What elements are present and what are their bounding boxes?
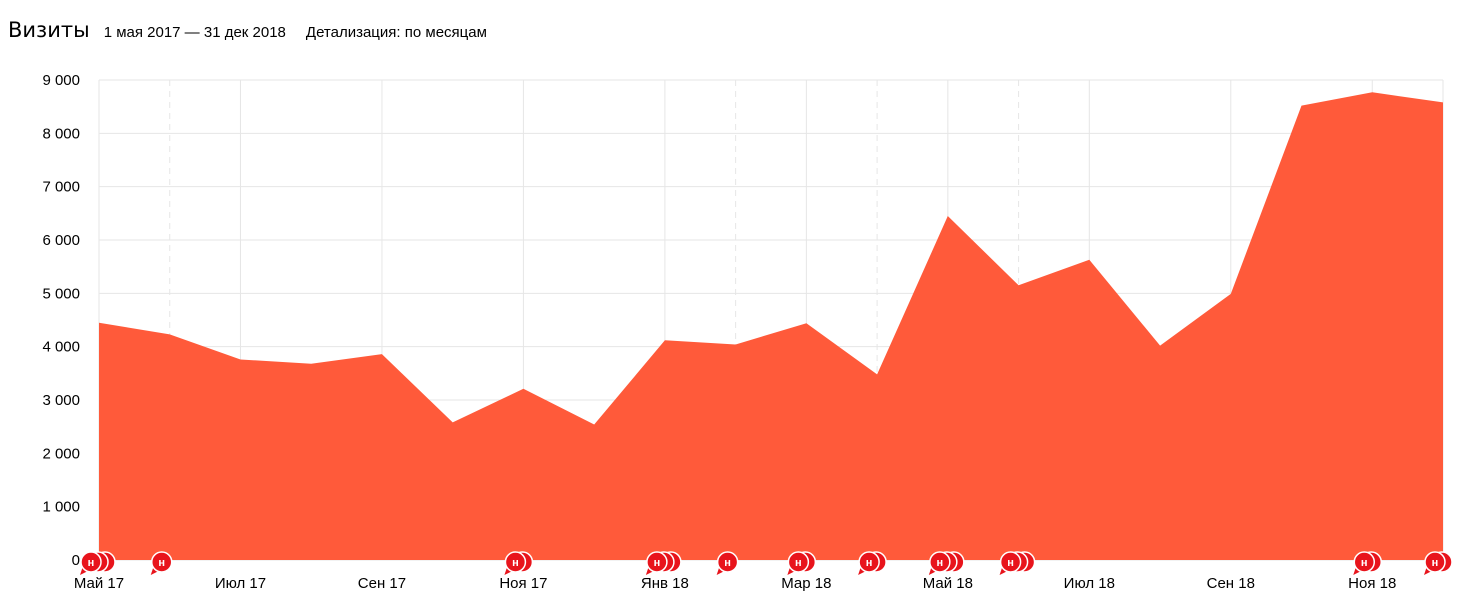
y-tick-label: 5 000 (42, 285, 80, 302)
y-tick-label: 9 000 (42, 72, 80, 89)
data-point[interactable] (660, 335, 670, 345)
annotation-marker-label: н (512, 557, 519, 569)
x-tick-label: Июл 17 (215, 575, 266, 592)
data-point[interactable] (943, 211, 953, 221)
y-tick-label: 3 000 (42, 392, 80, 409)
annotation-marker-label: н (158, 557, 165, 569)
data-point[interactable] (589, 420, 599, 430)
x-tick-label: Сен 17 (358, 575, 406, 592)
annotation-marker-label: н (866, 557, 873, 569)
visits-area (99, 92, 1443, 561)
detail-label: Детализация: (305, 24, 401, 41)
annotation-marker-label: н (795, 557, 802, 569)
y-tick-label: 1 000 (42, 499, 80, 516)
annotation-marker-label: н (654, 557, 661, 569)
data-point[interactable] (872, 369, 882, 379)
data-point[interactable] (1014, 280, 1024, 290)
x-tick-label: Ноя 17 (499, 575, 547, 592)
x-tick-label: Май 18 (923, 575, 973, 592)
annotation-marker[interactable]: н (645, 551, 682, 575)
annotation-marker[interactable]: н (787, 551, 817, 575)
x-tick-label: Ноя 18 (1348, 575, 1396, 592)
annotation-marker[interactable]: н (150, 551, 173, 575)
annotation-marker[interactable]: н (1424, 551, 1453, 575)
annotation-marker[interactable]: н (1353, 551, 1383, 575)
annotation-marker-label: н (1007, 557, 1014, 569)
annotation-marker-label: н (937, 557, 944, 569)
annotation-marker[interactable]: н (928, 551, 965, 575)
data-point[interactable] (1155, 341, 1165, 351)
y-tick-label: 2 000 (42, 445, 80, 462)
data-point[interactable] (1226, 289, 1236, 299)
y-tick-label: 0 (72, 552, 80, 569)
data-point[interactable] (731, 340, 741, 350)
annotation-marker[interactable]: н (716, 551, 739, 575)
detail-setting[interactable]: Детализация: по месяцам (306, 24, 487, 41)
annotation-marker-label: н (1361, 557, 1368, 569)
x-tick-label: Май 17 (74, 575, 124, 592)
data-point[interactable] (377, 349, 387, 359)
annotation-marker-label: н (1432, 557, 1439, 569)
y-tick-label: 6 000 (42, 232, 80, 249)
x-tick-label: Янв 18 (641, 575, 689, 592)
data-point[interactable] (236, 355, 246, 365)
x-tick-label: Мар 18 (781, 575, 831, 592)
y-tick-label: 8 000 (42, 125, 80, 142)
annotation-marker-label: н (724, 557, 731, 569)
annotation-marker[interactable]: н (858, 551, 887, 575)
data-point[interactable] (801, 318, 811, 328)
chart-header: Визиты 1 мая 2017 — 31 дек 2018 Детализа… (8, 18, 487, 42)
data-point[interactable] (1438, 97, 1448, 107)
x-tick-label: Сен 18 (1207, 575, 1255, 592)
x-tick-label: Июл 18 (1064, 575, 1115, 592)
date-range[interactable]: 1 мая 2017 — 31 дек 2018 (103, 24, 286, 41)
annotation-marker-label: н (88, 557, 95, 569)
annotation-marker[interactable]: н (999, 551, 1036, 575)
data-point[interactable] (306, 359, 316, 369)
annotation-marker[interactable]: н (80, 551, 116, 575)
detail-value[interactable]: по месяцам (404, 24, 487, 41)
data-point[interactable] (94, 318, 104, 328)
annotation-marker[interactable]: н (504, 551, 534, 575)
data-point[interactable] (1084, 255, 1094, 265)
data-point[interactable] (165, 329, 175, 339)
data-point[interactable] (448, 417, 458, 427)
y-tick-label: 4 000 (42, 339, 80, 356)
data-point[interactable] (1367, 87, 1377, 97)
data-point[interactable] (1297, 101, 1307, 111)
data-point[interactable] (518, 384, 528, 394)
page-title: Визиты (8, 18, 90, 42)
y-tick-label: 7 000 (42, 179, 80, 196)
